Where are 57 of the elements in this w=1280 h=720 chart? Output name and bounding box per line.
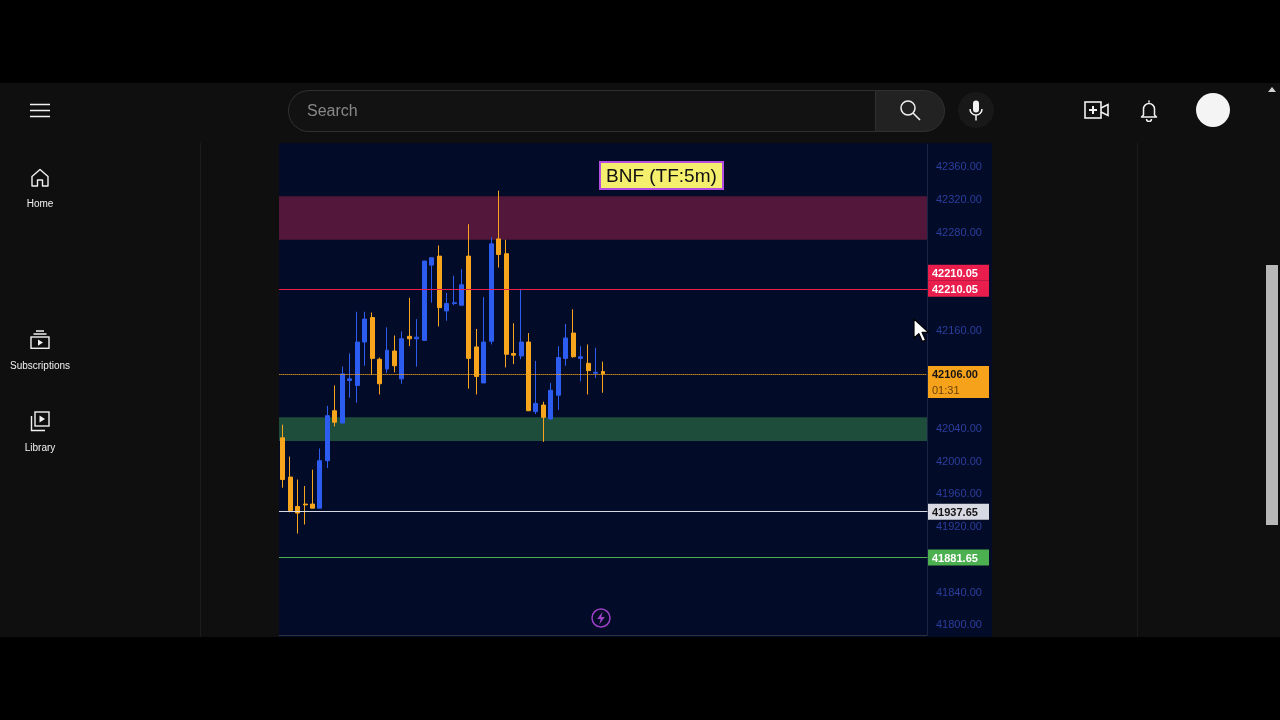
y-tick-label: 42000.00 xyxy=(936,454,982,467)
text: Subscriptions xyxy=(9,360,71,371)
candlestick xyxy=(325,405,330,469)
y-tick-label: 41840.00 xyxy=(936,585,982,598)
candlestick xyxy=(362,311,367,367)
candlestick xyxy=(385,326,389,374)
candlestick xyxy=(519,288,524,360)
candlestick xyxy=(422,260,427,341)
candlestick xyxy=(541,401,546,443)
y-tick-label: 42360.00 xyxy=(936,160,982,173)
candlestick xyxy=(288,456,293,513)
text: 42210.05 xyxy=(932,266,978,279)
candlestick xyxy=(496,190,501,269)
ref-line-label: 42210.05 xyxy=(932,282,978,295)
candlestick xyxy=(444,292,449,322)
candlestick xyxy=(399,330,404,385)
candlestick xyxy=(533,360,538,415)
candlestick xyxy=(571,308,576,359)
candlestick xyxy=(347,352,352,399)
text: Home xyxy=(26,198,54,209)
candlestick xyxy=(548,382,553,421)
y-tick-label: 41960.00 xyxy=(936,487,982,500)
y-tick-label: 41800.00 xyxy=(936,618,982,631)
ref-line-label: 42106.00 01:31 xyxy=(932,367,978,396)
candlestick xyxy=(511,322,516,365)
candlestick xyxy=(556,345,561,411)
candlestick xyxy=(407,297,412,347)
candlestick xyxy=(481,296,486,384)
search-field: Search xyxy=(288,90,875,132)
candlestick xyxy=(414,318,419,368)
candlestick xyxy=(295,479,300,535)
candlestick xyxy=(355,311,360,404)
candlestick xyxy=(310,469,315,509)
candlestick xyxy=(392,334,397,373)
y-tick-label: 41920.00 xyxy=(936,520,982,533)
ref-line-label: 41937.65 xyxy=(932,505,978,518)
candlestick xyxy=(452,275,457,306)
y-tick-label: 42280.00 xyxy=(936,225,982,238)
candlestick xyxy=(280,424,285,489)
candlestick xyxy=(489,236,494,345)
candlestick xyxy=(317,447,322,509)
candlestick xyxy=(437,244,442,327)
candlestick xyxy=(303,485,308,526)
candlestick xyxy=(563,323,568,367)
candlestick xyxy=(340,366,345,424)
y-tick-label: 42320.00 xyxy=(936,192,982,205)
text: BNF (TF:5m) xyxy=(606,165,717,186)
candlestick xyxy=(429,257,434,304)
candlestick xyxy=(459,268,464,306)
y-tick-label: 42040.00 xyxy=(936,421,982,434)
candlestick xyxy=(332,384,337,427)
y-tick-label: 42160.00 xyxy=(936,323,982,336)
candlestick xyxy=(593,347,598,379)
candlestick xyxy=(578,345,583,382)
ref-line-label: 41881.65 xyxy=(932,551,978,564)
candlestick xyxy=(504,239,509,368)
text: Library xyxy=(24,442,56,453)
